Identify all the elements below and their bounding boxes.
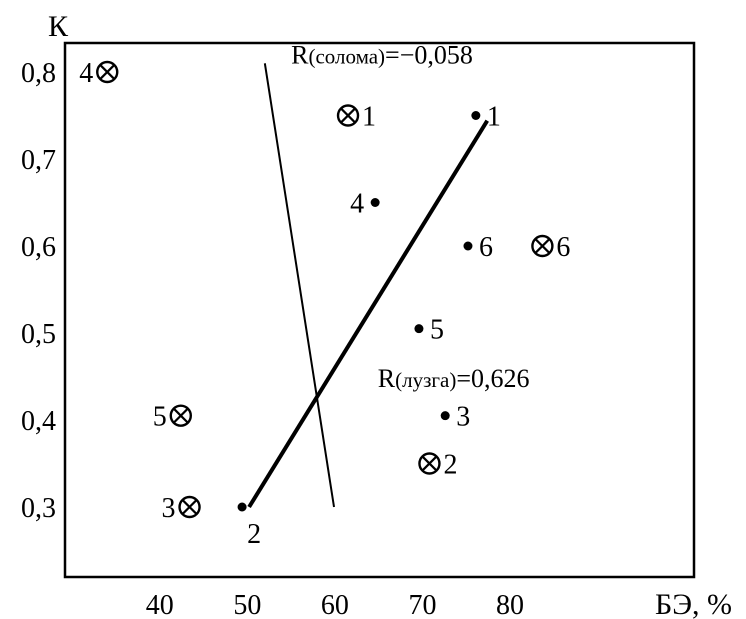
y-axis-title: К [48, 10, 69, 43]
x-tick-labels: 40 50 60 70 80 [146, 590, 524, 619]
y-tick-label: 0,7 [21, 145, 56, 176]
point-label: 3 [456, 402, 470, 433]
correlation-symbol: R [378, 364, 396, 393]
circle-cross-marker [336, 104, 360, 127]
correlation-value: =−0,058 [385, 40, 473, 69]
x-tick-label: 50 [233, 590, 261, 619]
correlation-subscript: (лузга) [395, 368, 456, 392]
dot-marker [237, 502, 247, 512]
x-tick-label: 40 [146, 590, 174, 619]
x-axis-title: БЭ, % [655, 588, 732, 619]
point-label: 4 [350, 189, 364, 220]
point-label: 2 [443, 450, 457, 481]
regression-lines [247, 63, 489, 509]
dot-marker [414, 324, 424, 334]
y-tick-label: 0,3 [21, 493, 56, 524]
y-tick-label: 0,8 [21, 58, 56, 89]
y-tick-label: 0,5 [21, 319, 56, 350]
point-label: 1 [362, 102, 376, 133]
plot-frame [63, 41, 696, 579]
correlation-value: =0,626 [456, 364, 529, 393]
y-tick-label: 0,6 [21, 232, 56, 263]
correlation-symbol: R [291, 40, 309, 69]
circle-cross-marker [178, 495, 201, 519]
correlation-label: R(солома)=−0,058 [291, 40, 473, 69]
data-points: 1 2 3 4 5 6 1 2 3 4 5 6 [79, 58, 570, 550]
circle-cross-marker [418, 452, 441, 475]
y-tick-label: 0,4 [21, 406, 56, 437]
point-label: 4 [79, 58, 93, 89]
dot-marker [471, 111, 481, 120]
y-tick-labels: 0,8 0,7 0,6 0,5 0,4 0,3 [21, 58, 56, 524]
x-tick-label: 80 [496, 590, 524, 619]
point-label: 1 [487, 102, 501, 133]
dot-marker [440, 411, 450, 421]
point-label: 5 [153, 402, 167, 433]
x-tick-label: 70 [408, 590, 436, 619]
circle-cross-marker [96, 60, 119, 84]
point-label: 6 [556, 232, 570, 263]
point-label: 2 [247, 519, 261, 550]
regression-line-2 [247, 119, 489, 509]
correlation-subscript: (солома) [308, 44, 385, 68]
point-label: 5 [430, 315, 444, 346]
point-label: 3 [162, 493, 176, 524]
circle-cross-marker [169, 404, 192, 427]
correlation-label: R(лузга)=0,626 [378, 364, 530, 393]
circle-cross-marker [531, 234, 554, 258]
dot-marker [370, 198, 380, 207]
regression-line-1 [263, 63, 336, 508]
point-label: 6 [479, 232, 493, 263]
dot-marker [463, 241, 473, 251]
x-tick-label: 60 [321, 590, 349, 619]
